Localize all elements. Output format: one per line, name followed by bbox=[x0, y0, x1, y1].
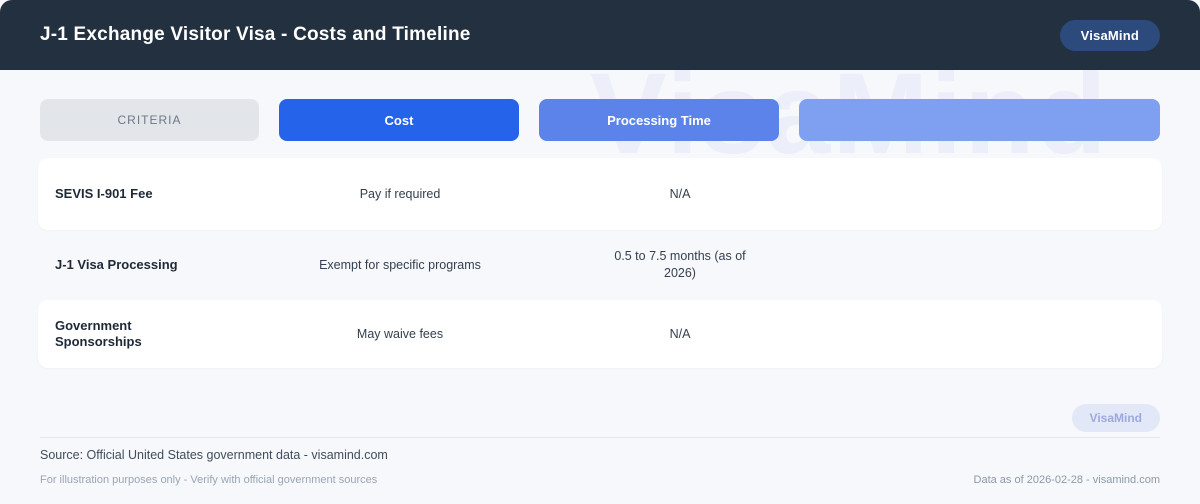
criteria-label: SEVIS I-901 Fee bbox=[55, 185, 153, 201]
column-button-extra[interactable] bbox=[799, 99, 1160, 141]
header-bar: J-1 Exchange Visitor Visa - Costs and Ti… bbox=[0, 0, 1200, 70]
column-button-processing-time[interactable]: Processing Time bbox=[539, 99, 779, 141]
criteria-cell: SEVIS I-901 Fee bbox=[38, 186, 260, 202]
footer-brand-badge[interactable]: VisaMind bbox=[1071, 404, 1160, 432]
column-header-row: CRITERIA Cost Processing Time bbox=[40, 99, 1160, 141]
processing-time-cell: N/A bbox=[540, 326, 820, 343]
brand-badge[interactable]: VisaMind bbox=[1059, 19, 1160, 51]
processing-time-cell: 0.5 to 7.5 months (as of 2026) bbox=[540, 248, 820, 282]
processing-time-value: N/A bbox=[669, 186, 691, 201]
disclaimer-text: For illustration purposes only - Verify … bbox=[40, 474, 378, 486]
processing-time-cell: N/A bbox=[540, 186, 820, 203]
cost-value: Pay if required bbox=[359, 186, 441, 201]
footer-divider bbox=[40, 437, 1160, 438]
criteria-label: Government Sponsorships bbox=[55, 317, 142, 349]
table-body: SEVIS I-901 Fee Pay if required N/A J-1 … bbox=[38, 158, 1162, 371]
criteria-label: J-1 Visa Processing bbox=[55, 256, 178, 272]
criteria-cell: Government Sponsorships bbox=[38, 318, 260, 351]
cost-cell: May waive fees bbox=[260, 326, 540, 343]
cost-value: Exempt for specific programs bbox=[319, 257, 481, 272]
cost-value: May waive fees bbox=[356, 326, 444, 341]
data-as-of-text: Data as of 2026-02-28 - visamind.com bbox=[973, 474, 1160, 486]
processing-time-value: 0.5 to 7.5 months (as of 2026) bbox=[614, 249, 746, 280]
cost-cell: Exempt for specific programs bbox=[260, 257, 540, 274]
column-button-cost[interactable]: Cost bbox=[279, 99, 519, 141]
processing-time-value: N/A bbox=[669, 326, 691, 341]
page-title: J-1 Exchange Visitor Visa - Costs and Ti… bbox=[40, 24, 471, 45]
table-row: Government Sponsorships May waive fees N… bbox=[38, 300, 1162, 368]
table-row: SEVIS I-901 Fee Pay if required N/A bbox=[38, 158, 1162, 230]
table-row: J-1 Visa Processing Exempt for specific … bbox=[38, 233, 1162, 297]
source-text: Source: Official United States governmen… bbox=[40, 448, 388, 462]
column-button-criteria[interactable]: CRITERIA bbox=[40, 99, 259, 141]
cost-cell: Pay if required bbox=[260, 186, 540, 203]
criteria-cell: J-1 Visa Processing bbox=[38, 257, 260, 273]
